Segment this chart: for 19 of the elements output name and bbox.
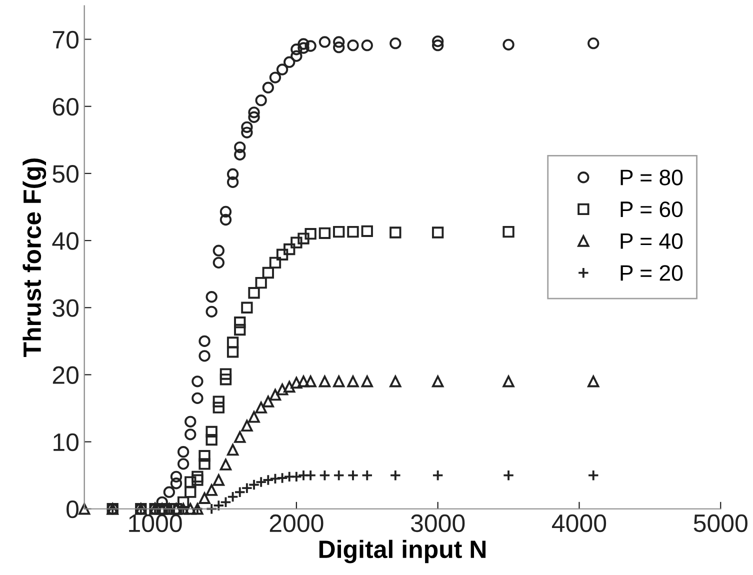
x-axis-title: Digital input N <box>319 540 486 564</box>
y-tick-label: 70 <box>52 30 78 49</box>
legend-label: P = 80 <box>620 170 683 186</box>
y-tick-label: 0 <box>66 500 78 518</box>
x-tick-label: 3000 <box>410 514 465 532</box>
x-tick-label: 4000 <box>552 514 606 532</box>
y-axis-title: Thrust force F(g) <box>22 158 46 358</box>
y-tick-label: 10 <box>54 433 78 452</box>
y-tick-label: 50 <box>52 165 78 183</box>
x-tick-label: 5000 <box>694 514 748 532</box>
x-tick-label: 2000 <box>270 514 324 532</box>
y-tick-label: 60 <box>52 98 78 116</box>
y-tick-label: 30 <box>52 299 78 317</box>
legend-label: P = 20 <box>620 265 683 281</box>
y-tick-label: 20 <box>52 366 78 384</box>
y-tick-label: 40 <box>52 232 78 250</box>
legend-label: P = 40 <box>620 233 683 250</box>
x-tick-label: 1000 <box>129 514 182 532</box>
legend-label: P = 60 <box>620 201 683 218</box>
